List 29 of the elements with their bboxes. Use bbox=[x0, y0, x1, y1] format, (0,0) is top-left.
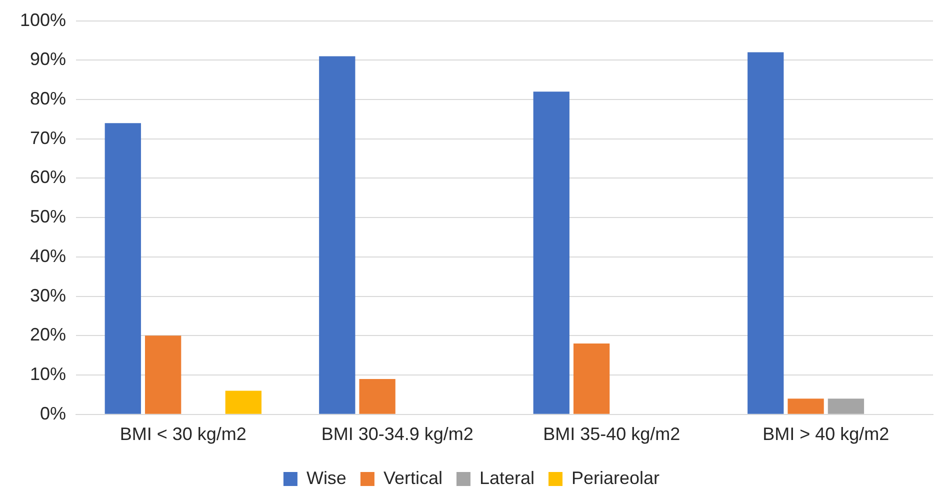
legend-label: Periareolar bbox=[572, 468, 660, 488]
bar bbox=[319, 56, 356, 414]
y-tick-label: 0% bbox=[40, 403, 66, 424]
bar bbox=[828, 398, 864, 414]
y-tick-label: 70% bbox=[30, 128, 66, 148]
y-tick-label: 100% bbox=[20, 10, 66, 30]
legend-label: Lateral bbox=[479, 468, 535, 488]
bar bbox=[144, 336, 182, 414]
x-tick-label: BMI < 30 kg/m2 bbox=[120, 424, 246, 444]
y-tick-label: 50% bbox=[30, 206, 66, 227]
bar bbox=[573, 344, 610, 414]
x-tick-label: BMI > 40 kg/m2 bbox=[762, 424, 890, 444]
x-tick-label: BMI 30-34.9 kg/m2 bbox=[321, 424, 474, 444]
y-tick-label: 80% bbox=[30, 88, 66, 108]
x-tick-label: BMI 35-40 kg/m2 bbox=[543, 424, 680, 444]
y-tick-label: 60% bbox=[30, 167, 66, 188]
legend-label: Vertical bbox=[383, 468, 442, 488]
bar bbox=[225, 390, 262, 414]
bar bbox=[104, 123, 141, 414]
y-tick-label: 20% bbox=[30, 324, 66, 345]
bar bbox=[788, 398, 824, 414]
bar bbox=[748, 52, 784, 414]
y-tick-label: 30% bbox=[30, 285, 66, 306]
bar bbox=[533, 92, 570, 414]
y-tick-label: 10% bbox=[30, 364, 66, 384]
bar bbox=[359, 378, 396, 414]
y-tick-label: 40% bbox=[30, 246, 66, 266]
legend-label: Wise bbox=[306, 468, 346, 488]
y-tick-label: 90% bbox=[30, 49, 66, 70]
